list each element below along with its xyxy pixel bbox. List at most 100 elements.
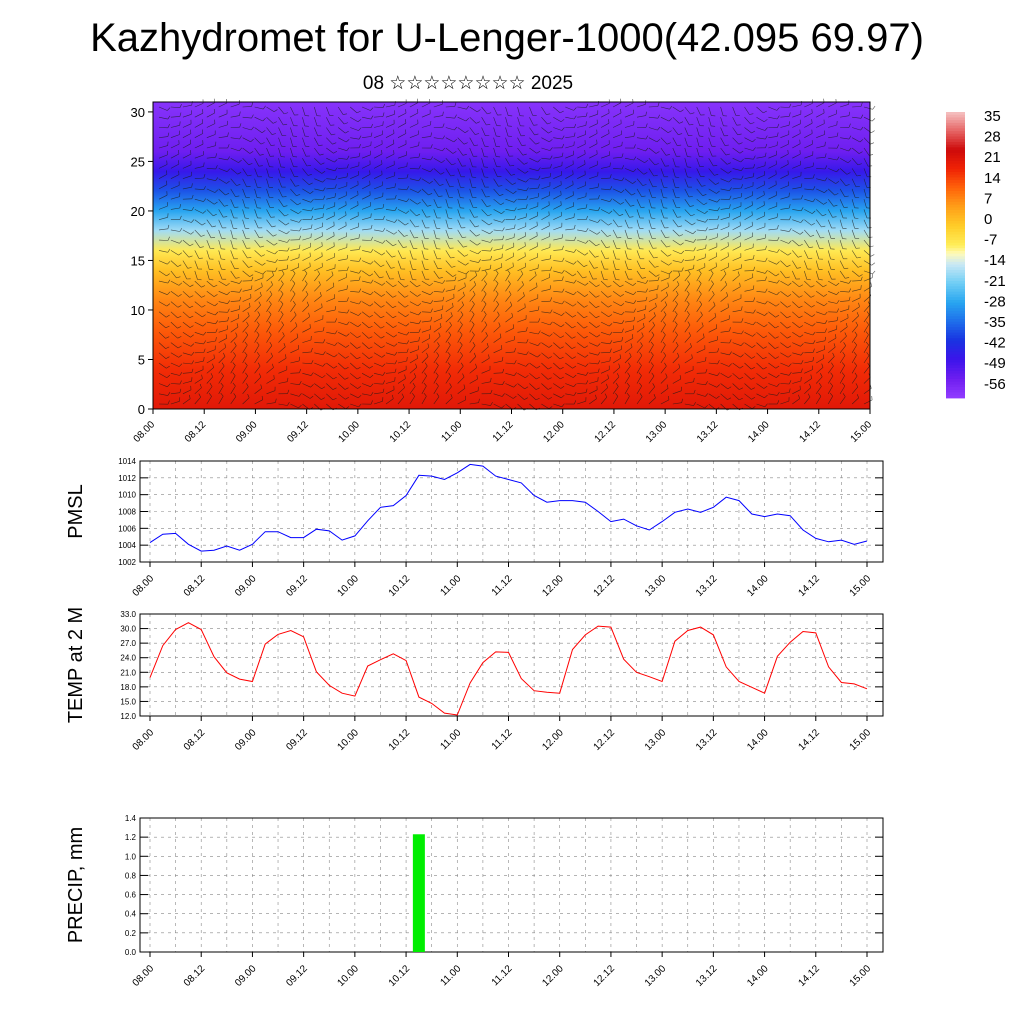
wind-barb [385, 352, 395, 356]
x-tick-label: 10.00 [337, 419, 363, 445]
wind-barb-flag [462, 154, 467, 156]
wind-barb-flag [777, 391, 780, 396]
wind-barb [684, 117, 690, 126]
wind-barb-flag [203, 357, 205, 362]
wind-barb [158, 321, 166, 329]
wind-barb [577, 362, 586, 367]
wind-barb [409, 229, 415, 239]
wind-barb-flag [573, 224, 576, 229]
wind-barb [768, 321, 776, 329]
wind-barb [636, 345, 643, 353]
wind-barb [863, 277, 873, 282]
wind-barb-flag [848, 123, 851, 128]
x-tick-label: 13.12 [694, 573, 720, 599]
wind-barb [648, 250, 654, 259]
wind-barb [278, 259, 288, 261]
wind-barb [218, 136, 228, 138]
wind-barb-flag [177, 336, 182, 339]
y-tick-label: 15 [131, 253, 145, 268]
wind-barb [182, 250, 190, 258]
wind-barb [302, 158, 308, 167]
wind-barb-flag [275, 259, 278, 263]
wind-barb [684, 369, 694, 374]
wind-barb [290, 147, 294, 157]
wind-barb [732, 246, 741, 251]
wind-barb [541, 342, 550, 348]
wind-barb-flag [249, 151, 254, 154]
wind-barb-flag [448, 331, 452, 336]
wind-barb [218, 311, 228, 313]
wind-barb [720, 256, 729, 261]
wind-barb [589, 143, 598, 149]
wind-barb [756, 301, 766, 305]
wind-barb-flag [526, 327, 528, 332]
wind-barb-flag [753, 172, 755, 177]
wind-barb [672, 188, 676, 198]
wind-barb [589, 209, 599, 211]
wind-barb [397, 154, 407, 159]
wind-barb [720, 352, 730, 356]
wind-barb [373, 134, 383, 138]
wind-barb-flag [620, 201, 624, 205]
wind-barb-flag [650, 351, 654, 356]
wind-barb-flag [608, 129, 610, 134]
wind-barb [218, 188, 226, 196]
wind-barb [720, 117, 724, 126]
wind-barb-flag [280, 311, 284, 315]
wind-barb [648, 355, 654, 364]
wind-barb [613, 168, 623, 170]
wind-barb [493, 158, 497, 167]
wind-barb-flag [321, 170, 326, 174]
wind-barb-flag [382, 121, 384, 126]
wind-barb-flag [225, 192, 230, 196]
wind-barb-flag [203, 348, 206, 353]
wind-barb [565, 260, 574, 265]
wind-barb-flag [203, 186, 206, 190]
wind-barb-flag [450, 257, 455, 259]
wind-barb [206, 198, 215, 205]
wind-barb [863, 229, 869, 238]
wind-barb-flag [227, 156, 230, 161]
wind-barb-flag [321, 386, 326, 390]
wind-barb [469, 367, 477, 374]
wind-barb [433, 355, 440, 364]
x-tick-label: 09.00 [234, 419, 260, 445]
colorbar-segment [946, 245, 965, 249]
wind-barb-flag [454, 285, 456, 290]
wind-barb [218, 320, 228, 323]
y-tick-label: 0.4 [125, 910, 137, 919]
wind-barb-flag [179, 103, 182, 108]
wind-barb-flag [235, 332, 238, 337]
wind-barb [684, 250, 694, 252]
wind-barb-flag [370, 279, 374, 284]
wind-barb [290, 283, 296, 292]
wind-barb-flag [752, 333, 756, 337]
y-tick-label: 5 [138, 352, 145, 367]
wind-barb [242, 239, 247, 249]
wind-barb [361, 362, 370, 369]
wind-barb-flag [307, 174, 312, 176]
wind-barb-flag [751, 396, 756, 400]
wind-barb-flag [214, 311, 219, 316]
wind-barb-flag [292, 280, 296, 284]
wind-barb-flag [426, 352, 429, 357]
wind-barb-flag [226, 282, 230, 286]
wind-barb-flag [428, 193, 433, 196]
wind-barb [278, 209, 285, 217]
wind-barb [326, 383, 334, 390]
wind-barb-flag [777, 236, 780, 241]
wind-barb-flag [738, 142, 743, 145]
wind-barb [505, 328, 514, 333]
wind-barb [660, 188, 664, 198]
wind-barb-flag [213, 354, 215, 359]
wind-barb [170, 301, 179, 308]
wind-barb [601, 198, 610, 202]
wind-barb-flag [495, 280, 499, 284]
wind-barb-flag [705, 356, 707, 362]
wind-barb [481, 229, 490, 235]
wind-barb [648, 325, 655, 333]
wind-barb [218, 270, 223, 280]
x-tick-label: 08.12 [182, 727, 208, 753]
wind-barb [445, 260, 452, 268]
wind-barb [409, 311, 419, 316]
